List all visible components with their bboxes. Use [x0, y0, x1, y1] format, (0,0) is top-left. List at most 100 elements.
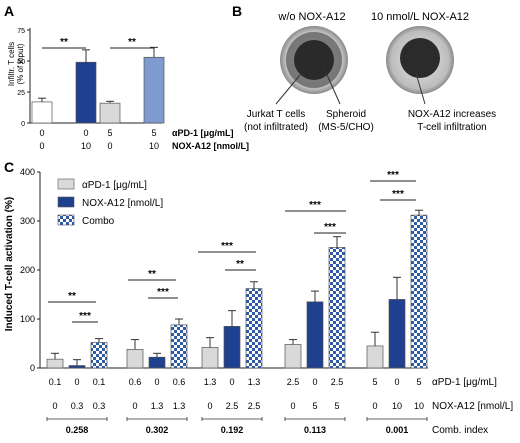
panel-a-ylabel-line2: (% of input)	[16, 43, 25, 84]
panel-c-bar	[366, 345, 384, 369]
panel-c-bar	[68, 365, 86, 369]
panel-c-y-tick-label: 400	[20, 167, 35, 177]
annotation-line-spheroid	[323, 67, 341, 105]
annotation-line-nox	[414, 69, 426, 105]
panel-c-nox-label: 1.3	[151, 401, 164, 411]
panel-c-apd1-label: 0.6	[173, 377, 186, 387]
panel-c-bar	[170, 324, 188, 369]
panel-c-apd1-label: 2.5	[331, 377, 344, 387]
panel-c-comb-index-value: 0.302	[146, 425, 169, 435]
panel-c-comb-index-value: 0.113	[304, 425, 326, 435]
panel-a-apd1-label: 5	[151, 128, 156, 138]
panel-c-condition-labels: 0.1 0 0 0.3 0.1 0.3 0.258 0.6 0 0 1.3 0.6 1.3 0.302 1.…	[46, 377, 428, 435]
panel-a-y-tick-label: 0	[21, 121, 25, 128]
panel-a-bar	[143, 56, 165, 124]
annotation-nox-line2: T-cell infiltration	[417, 122, 486, 133]
panel-c-nox-label: 0	[132, 401, 137, 411]
legend-label-apd1: αPD-1 [μg/mL]	[82, 180, 147, 191]
panel-a-apd1-label: 0	[83, 128, 88, 138]
panel-c-nox-label: 0.3	[93, 401, 106, 411]
panel-c-bar	[90, 342, 108, 369]
panel-c-y-tick-label: 300	[20, 216, 35, 226]
panel-c-bar	[46, 358, 64, 369]
panel-a-y-tick-label: 25	[17, 90, 25, 97]
panel-a-nox-label: 0	[107, 141, 112, 151]
panel-c-ylabel: Induced T-cell activation (%)	[4, 197, 15, 331]
panel-a-sig-label-2: **	[128, 37, 136, 48]
panel-c-comb-index-value: 0.192	[221, 425, 244, 435]
sig-label-g3-b: **	[236, 259, 244, 270]
panel-a-sig-label-1: **	[60, 37, 68, 48]
spheroid-image-nox	[386, 26, 454, 94]
legend-label-nox: NOX-A12 [nmol/L]	[82, 198, 163, 209]
panel-c-apd1-label: 0	[312, 377, 317, 387]
panel-a-y-tick-label: 50	[17, 59, 25, 66]
annotation-spheroid-line1: Spheroid	[326, 109, 366, 120]
panel-c-nox-label: 2.5	[226, 401, 239, 411]
panel-c-apd1-label: 1.3	[248, 377, 261, 387]
panel-c-nox-label: 1.3	[173, 401, 186, 411]
panel-c-apd1-label: 0.1	[93, 377, 106, 387]
panel-a-bar	[31, 101, 53, 124]
panel-a-bars	[31, 46, 165, 124]
legend-swatch-combo	[57, 214, 75, 226]
panel-c-apd1-label: 0	[229, 377, 234, 387]
sig-label-g3-a: ***	[221, 241, 233, 252]
panel-c-bar	[245, 288, 263, 369]
panel-a-apd1-label: 0	[39, 128, 44, 138]
panel-c-bars	[46, 209, 428, 369]
panel-letter-a: A	[4, 3, 14, 19]
spheroid-image-control	[280, 26, 348, 94]
sig-label-g4-a: ***	[309, 200, 321, 211]
sig-label-g2-b: ***	[157, 287, 169, 298]
panel-c-bar	[328, 247, 346, 369]
legend-swatch-apd1	[57, 178, 75, 190]
legend-swatch-nox	[57, 196, 75, 208]
panel-letter-b: B	[232, 3, 242, 19]
panel-c-apd1-label: 0	[154, 377, 159, 387]
panel-c-nox-label: 5	[312, 401, 317, 411]
panel-c-nox-label: 2.5	[248, 401, 261, 411]
panel-c-bar	[201, 347, 219, 369]
panel-c-bar	[388, 299, 406, 369]
spheroid-control	[294, 40, 334, 80]
panel-a-bar	[99, 102, 121, 124]
sig-label-g5-b: ***	[392, 189, 404, 200]
panel-c-bar	[306, 301, 324, 369]
panel-c-nox-label: 5	[334, 401, 339, 411]
panel-c-bar	[223, 326, 241, 369]
panel-c-nox-label: 10	[414, 401, 424, 411]
panel-b-title-right: 10 nmol/L NOX-A12	[371, 11, 469, 23]
panel-a-condition-labels: 0 0 0 10 5 0 5 10	[39, 128, 159, 151]
panel-letter-c: C	[4, 159, 14, 175]
panel-c-apd1-label: 1.3	[204, 377, 217, 387]
panel-c-apd1-label: 0	[74, 377, 79, 387]
panel-c-nox-label: 0	[372, 401, 377, 411]
panel-c-nox-label: 0.3	[71, 401, 84, 411]
panel-c-y-tick-label: 100	[20, 314, 35, 324]
sig-label-g1-b: ***	[79, 311, 91, 322]
panel-c-nox-label: 0	[290, 401, 295, 411]
legend-label-combo: Combo	[82, 216, 115, 227]
panel-c-nox-label: 0	[207, 401, 212, 411]
panel-a-row-label-apd1: αPD-1 [μg/mL]	[172, 128, 234, 138]
panel-c-bar	[284, 344, 302, 369]
panel-a-nox-label: 10	[81, 141, 91, 151]
spheroid-nox	[400, 38, 440, 78]
panel-c-significance: ** *** ** *** *** ** *** *** *** ***	[48, 170, 416, 323]
panel-c-apd1-label: 0.6	[129, 377, 142, 387]
annotation-jurkat-line2: (not infiltrated)	[244, 122, 308, 133]
panel-c-y-tick-label: 200	[20, 265, 35, 275]
panel-a-nox-label: 10	[149, 141, 159, 151]
panel-c-bar	[410, 214, 428, 369]
panel-c-apd1-label: 2.5	[287, 377, 300, 387]
panel-c-apd1-label: 5	[372, 377, 377, 387]
panel-a-y-tick-label: 75	[17, 28, 25, 35]
panel-c-apd1-label: 0.1	[49, 377, 62, 387]
panel-b-title-left: w/o NOX-A12	[277, 11, 345, 23]
panel-c-bar	[126, 349, 144, 369]
panel-a-row-label-nox: NOX-A12 [nmol/L]	[172, 141, 249, 151]
annotation-line-jurkat	[275, 74, 301, 105]
sig-label-g1-a: **	[68, 291, 76, 302]
